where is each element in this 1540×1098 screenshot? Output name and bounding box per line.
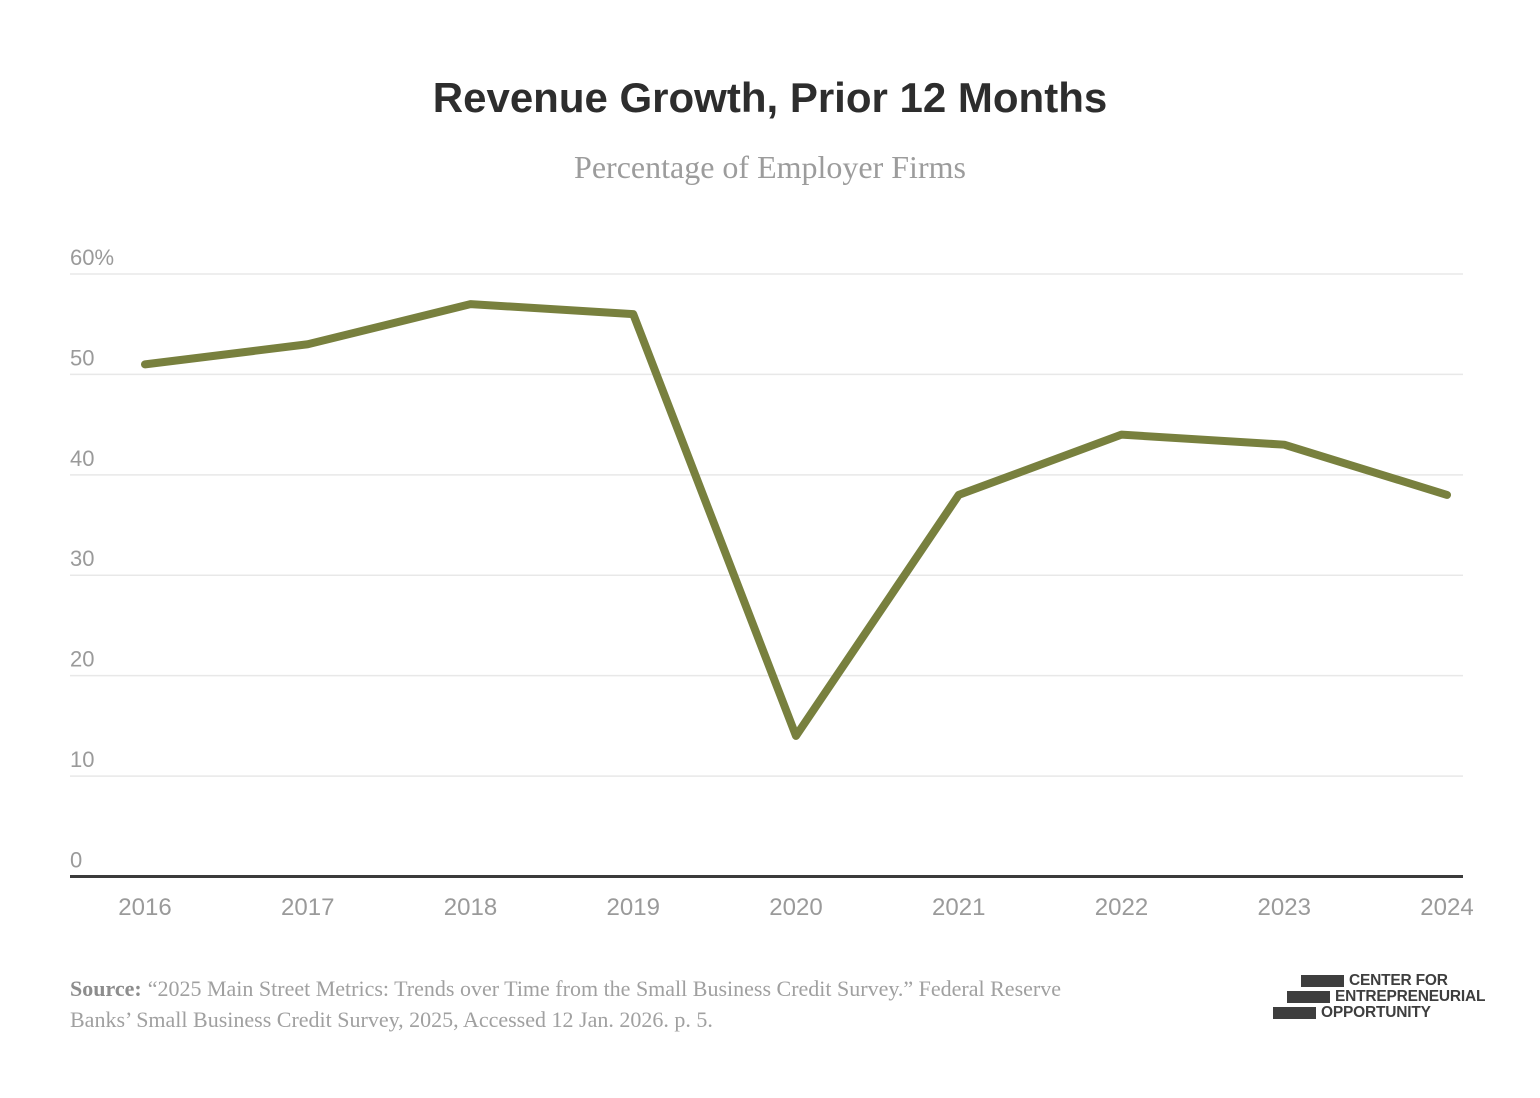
x-tick-label: 2024: [1420, 894, 1473, 921]
logo-row: ENTREPRENEURIAL: [1287, 988, 1486, 1005]
y-tick-label: 10: [70, 747, 94, 772]
logo-bar-icon: [1273, 1007, 1316, 1019]
y-tick-label: 20: [70, 647, 94, 672]
logo-row: CENTER FOR: [1301, 972, 1485, 989]
source-note: Source: “2025 Main Street Metrics: Trends…: [70, 973, 1190, 1035]
logo-text-line: CENTER FOR: [1349, 972, 1448, 989]
chart-subtitle: Percentage of Employer Firms: [574, 149, 966, 185]
x-tick-label: 2022: [1095, 894, 1148, 921]
logo-bar-icon: [1287, 991, 1330, 1003]
logo-bar-icon: [1301, 975, 1344, 987]
revenue-growth-line: [141, 300, 1451, 740]
x-tick-label: 2017: [281, 894, 334, 921]
logo-text-line: OPPORTUNITY: [1321, 1004, 1431, 1021]
x-tick-label: 2023: [1258, 894, 1311, 921]
source-label: Source:: [70, 976, 142, 1001]
ceo-logo: CENTER FOR ENTREPRENEURIAL OPPORTUNITY: [1273, 972, 1486, 1023]
x-tick-label: 2019: [607, 894, 660, 921]
x-tick-label: 2018: [444, 894, 497, 921]
y-tick-label: 0: [70, 848, 82, 873]
y-tick-label: 40: [70, 446, 94, 471]
chart-title: Revenue Growth, Prior 12 Months: [432, 74, 1108, 121]
x-tick-label: 2020: [769, 894, 822, 921]
x-tick-label: 2021: [932, 894, 985, 921]
logo-row: OPPORTUNITY: [1273, 1004, 1485, 1021]
y-tick-label: 50: [70, 345, 94, 370]
source-text-line2: Banks’ Small Business Credit Survey, 202…: [70, 1007, 713, 1032]
y-tick-label: 60%: [70, 245, 114, 270]
source-text-line1: “2025 Main Street Metrics: Trends over T…: [147, 976, 1061, 1001]
y-tick-label: 30: [70, 546, 94, 571]
logo-text-line: ENTREPRENEURIAL: [1335, 988, 1486, 1005]
x-tick-label: 2016: [118, 894, 171, 921]
